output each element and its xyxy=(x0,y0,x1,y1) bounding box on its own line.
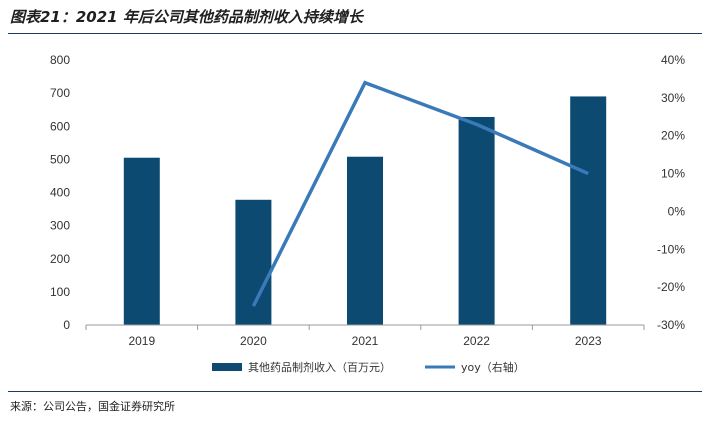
source-note: 来源：公司公告，国金证券研究所 xyxy=(10,400,175,413)
left-tick-label: 0 xyxy=(63,318,70,332)
yoy-line xyxy=(251,80,589,307)
legend: 其他药品制剂收入（百万元） yoy（右轴） xyxy=(212,360,525,374)
left-tick-label: 100 xyxy=(50,285,70,299)
right-tick-label: -30% xyxy=(657,318,685,332)
title-divider xyxy=(8,33,702,34)
left-tick-label: 500 xyxy=(50,152,70,166)
bar-series xyxy=(123,96,607,325)
x-tick-label: 2023 xyxy=(575,334,602,348)
x-tick-label: 2021 xyxy=(352,334,379,348)
left-tick-label: 300 xyxy=(50,219,70,233)
bar-2023 xyxy=(570,96,607,325)
footer-divider xyxy=(8,391,702,392)
left-tick-label: 800 xyxy=(50,53,70,67)
left-axis-ticks: 0 100 200 300 400 500 600 700 800 xyxy=(50,53,70,332)
x-tick-label: 2022 xyxy=(463,334,490,348)
right-axis-ticks: -30% -20% -10% 0% 10% 20% 30% 40% xyxy=(657,53,685,332)
line-series xyxy=(251,80,589,307)
x-tick-label: 2019 xyxy=(128,334,155,348)
chart-title: 图表21：2021 年后公司其他药品制剂收入持续增长 xyxy=(10,8,363,26)
bar-2021 xyxy=(347,156,383,325)
right-tick-label: -10% xyxy=(657,242,685,256)
bar-2020 xyxy=(235,199,272,325)
left-tick-label: 400 xyxy=(50,186,70,200)
legend-label-bar: 其他药品制剂收入（百万元） xyxy=(248,360,391,374)
left-tick-label: 700 xyxy=(50,86,70,100)
x-tick-label: 2020 xyxy=(240,334,267,348)
right-tick-label: -20% xyxy=(657,280,685,294)
legend-label-line: yoy（右轴） xyxy=(461,360,525,374)
left-tick-label: 200 xyxy=(50,252,70,266)
x-axis-ticks: 2019 2020 2021 2022 2023 xyxy=(85,325,645,348)
bar-2022 xyxy=(458,116,495,325)
right-tick-label: 0% xyxy=(668,204,686,218)
legend-swatch-bar xyxy=(212,363,242,371)
right-tick-label: 30% xyxy=(661,91,685,105)
right-tick-label: 10% xyxy=(661,167,685,181)
right-tick-label: 40% xyxy=(661,53,685,67)
bar-2019 xyxy=(123,157,160,325)
right-tick-label: 20% xyxy=(661,129,685,143)
left-tick-label: 600 xyxy=(50,119,70,133)
